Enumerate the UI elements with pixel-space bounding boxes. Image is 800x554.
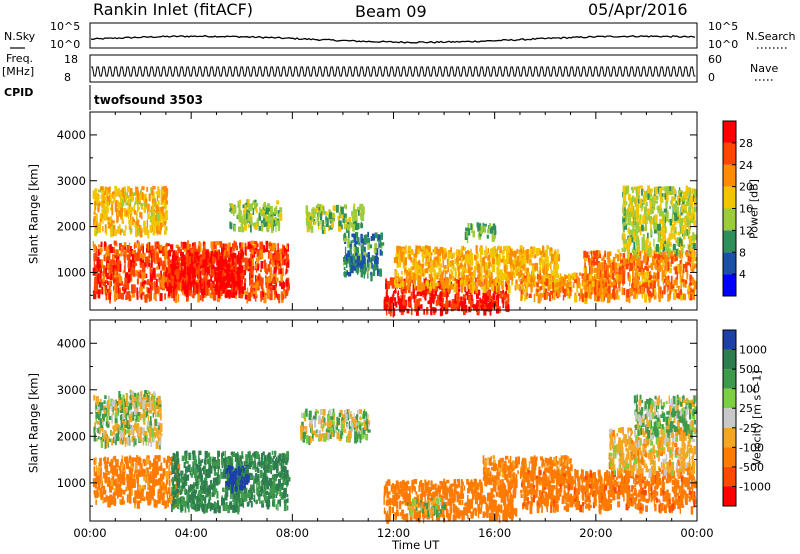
nave-label: Nave [750,62,779,75]
colorbar-tick-label-0-1: 24 [739,159,753,172]
colorbar-tick-label-1-4: -25 [739,422,757,435]
y-tick-label-1-0: 4000 [57,336,86,350]
y-tick-label-1-2: 2000 [57,429,86,443]
nsky-trace [90,34,696,44]
colorbar-tick-label-0-4: 12 [739,224,753,237]
x-tick-label-6: 00:00 [680,526,713,540]
x-tick-label-4: 16:00 [478,526,511,540]
colorbar-tick-label-0-0: 28 [739,137,753,150]
colorbar-tick-label-1-6: -500 [739,461,764,474]
colorbar-swatch-1-4 [723,408,736,428]
y-tick-label-0-2: 2000 [57,220,86,234]
colorbar-swatch-0-2 [723,230,736,253]
data-region-7 [393,244,561,294]
colorbar-swatch-0-7 [723,121,736,143]
y-tick-label-0-1: 3000 [57,174,86,188]
data-region-7 [482,455,573,486]
y-tick-label-1-1: 3000 [57,383,86,397]
colorbar-tick-label-0-5: 8 [739,246,746,259]
colorbar-swatch-1-5 [723,427,736,448]
x-tick-label-1: 04:00 [175,526,208,540]
colorbar-swatch-1-8 [723,486,736,506]
nave-tick-low: 0 [708,71,715,84]
nsky-tick-low: 10^0 [50,38,81,51]
freq-label: Freq. [6,52,34,65]
data-region-6 [406,497,447,518]
data-region-9 [583,249,698,304]
freq-trace [91,66,696,77]
colorbar-swatch-1-0 [723,330,736,350]
nave-tick-high: 60 [708,53,722,66]
x-tick-label-3: 12:00 [377,526,410,540]
nsearch-label: N.Search [746,30,796,43]
nsky-panel-frame [89,22,698,49]
colorbar-tick-label-0-3: 16 [739,203,753,216]
colorbar-frame-1 [722,329,737,507]
data-region-3 [229,199,283,233]
data-region-3 [225,465,250,494]
data-region-10 [621,185,698,259]
colorbar-swatch-1-1 [723,349,736,370]
cpid-label: CPID [4,86,34,99]
freq-tick-low: 8 [64,71,71,84]
x-tick-label-0: 00:00 [73,526,106,540]
colorbar-swatch-0-6 [723,142,736,165]
colorbar-tick-label-0-6: 4 [739,268,746,281]
colorbar-tick-label-1-7: -1000 [739,480,771,493]
nsky-tick-high: 10^5 [50,20,81,33]
nsearch-tick-high: 10^5 [708,20,739,33]
station-title: Rankin Inlet (fitACF) [93,0,254,19]
colorbar-swatch-0-1 [723,252,736,275]
data-region-11 [464,222,497,244]
colorbar-tick-label-1-3: 25 [739,402,753,415]
colorbar-tick-label-1-0: 1000 [739,344,767,357]
colorbar-tick-label-1-2: 100 [739,383,760,396]
nsearch-tick-low: 10^0 [708,38,739,51]
colorbar-swatch-0-5 [723,164,736,187]
colorbar-tick-label-1-1: 500 [739,363,760,376]
colorbar-swatch-1-2 [723,369,736,389]
x-tick-label-5: 20:00 [579,526,612,540]
beam-title: Beam 09 [355,2,427,21]
colorbar-tick-label-1-5: -100 [739,441,764,454]
data-region-11 [116,389,156,412]
colorbar-swatch-1-7 [723,466,736,487]
x-tick-label-2: 08:00 [276,526,309,540]
colorbar-swatch-1-6 [723,447,736,467]
data-region-1 [166,249,245,299]
y-tick-label-1-3: 1000 [57,476,86,490]
colorbar-swatch-0-4 [723,186,736,209]
freq-unit-label: [MHz] [2,65,35,78]
y-tick-label-0-3: 1000 [57,265,86,279]
colorbar-swatch-0-0 [723,274,736,296]
x-axis-title: Time UT [392,538,440,552]
freq-panel-frame [89,54,698,83]
freq-tick-high: 18 [64,53,78,66]
data-region-10 [633,394,697,439]
data-region-5 [343,231,385,282]
cpid-program: twofsound 3503 [94,93,203,107]
date-title: 05/Apr/2016 [588,0,688,19]
data-region-8 [520,468,698,515]
nsky-label: N.Sky [4,30,36,43]
data-region-2 [92,185,169,239]
colorbar-swatch-0-3 [723,208,736,231]
data-region-1 [92,455,181,509]
colorbar-tick-label-0-2: 20 [739,181,753,194]
y-tick-label-0-0: 4000 [57,128,86,142]
data-region-4 [300,408,371,446]
data-region-4 [305,203,365,235]
colorbar-swatch-1-3 [723,388,736,409]
